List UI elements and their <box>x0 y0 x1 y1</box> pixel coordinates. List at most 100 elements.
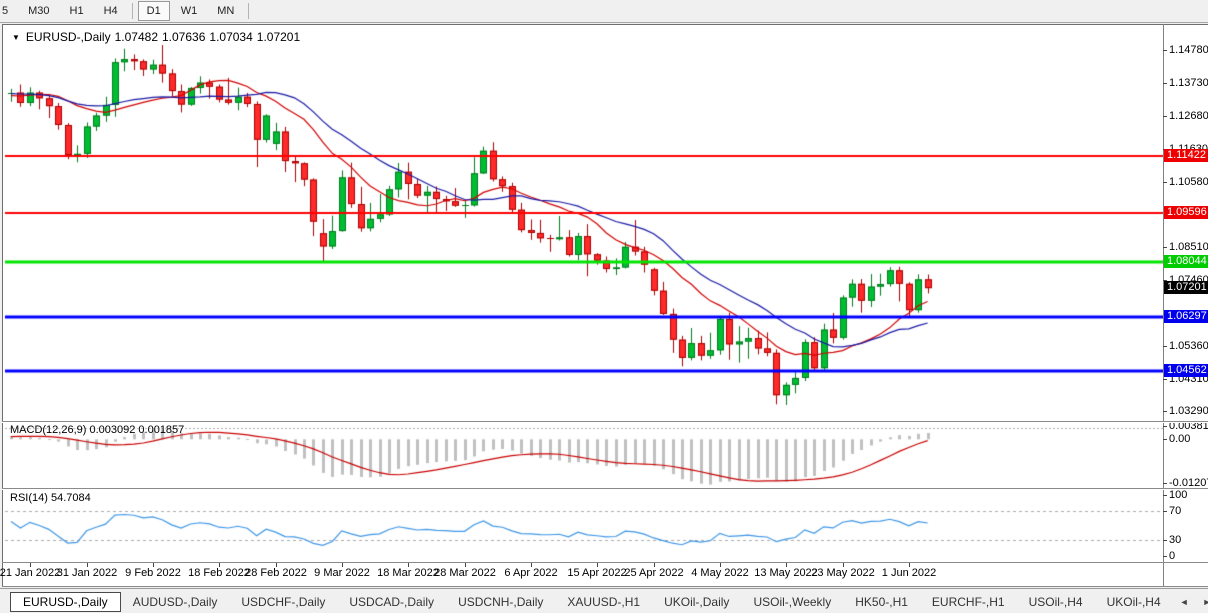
price-axis-tick <box>1163 379 1167 380</box>
price-axis-tick <box>1163 182 1167 183</box>
timeframe-toolbar: 5 M30 H1 H4 D1 W1 MN <box>0 0 1208 23</box>
symbol-tab-bar: EURUSD-,Daily AUDUSD-,Daily USDCHF-,Daily U… <box>0 588 1208 613</box>
chart-symbol-title: EURUSD-,Daily <box>25 30 111 44</box>
price-axis-separator <box>1163 24 1164 586</box>
date-axis-label: 23 May 2022 <box>811 567 875 579</box>
price-axis-label: 1.10580 <box>1169 176 1208 188</box>
toolbar-separator <box>131 3 133 19</box>
price-axis-label: 1.12680 <box>1169 110 1208 122</box>
date-axis-tick <box>654 563 655 567</box>
date-axis-label: 1 Jun 2022 <box>881 567 937 579</box>
date-axis-label: 21 Jan 2022 <box>0 567 61 579</box>
symbol-tab-eurchf[interactable]: EURCHF-,H1 <box>931 594 1005 609</box>
rsi-axis-label: 0 <box>1169 550 1176 562</box>
date-axis-label: 15 Apr 2022 <box>567 567 627 579</box>
timeframe-button-5[interactable]: 5 <box>2 5 9 17</box>
current-price-badge: 1.07201 <box>1164 281 1208 294</box>
date-axis-label: 13 May 2022 <box>754 567 818 579</box>
date-axis-label: 9 Feb 2022 <box>125 567 181 579</box>
symbol-tab-ukoil[interactable]: UKOil-,H4 <box>1106 594 1161 609</box>
date-axis-line <box>2 562 1208 563</box>
date-axis-label: 28 Mar 2022 <box>434 567 496 579</box>
level-price-badge: 1.11422 <box>1164 149 1208 162</box>
symbol-tab-eurusd[interactable]: EURUSD-,Daily <box>10 591 121 612</box>
date-axis-tick <box>276 563 277 567</box>
date-axis-label: 18 Feb 2022 <box>188 567 250 579</box>
date-axis-tick <box>30 563 31 567</box>
date-axis-tick <box>342 563 343 567</box>
pane-splitter-macd[interactable] <box>2 421 1208 423</box>
macd-indicator-label: MACD(12,26,9) 0.003092 0.001857 <box>10 424 185 436</box>
quote-low: 1.07034 <box>209 30 253 44</box>
level-price-badge: 1.04562 <box>1164 364 1208 377</box>
level-price-badge: 1.06297 <box>1164 310 1208 323</box>
timeframe-button-h1[interactable]: H1 <box>69 5 84 17</box>
symbol-tab-audusd[interactable]: AUDUSD-,Daily <box>132 594 218 609</box>
tab-scroll-left-icon[interactable]: ◄ <box>1179 596 1189 607</box>
symbol-tab-usdcnh[interactable]: USDCNH-,Daily <box>458 594 544 609</box>
price-axis-tick <box>1163 116 1167 117</box>
chart-title-bar: ▼ EURUSD-,Daily 1.07482 1.07636 1.07034 1.072… <box>12 30 304 44</box>
price-axis-tick <box>1163 439 1167 440</box>
price-axis-tick <box>1163 346 1167 347</box>
date-axis-tick <box>87 563 88 567</box>
date-axis-tick <box>219 563 220 567</box>
symbol-tab-xauusd[interactable]: XAUUSD-,H1 <box>567 594 641 609</box>
level-price-badge: 1.08044 <box>1164 255 1208 268</box>
date-axis-label: 28 Feb 2022 <box>245 567 307 579</box>
timeframe-button-h4[interactable]: H4 <box>103 5 118 17</box>
pane-splitter-rsi[interactable] <box>2 488 1208 490</box>
price-axis-tick <box>1163 495 1167 496</box>
price-axis-label: 1.13730 <box>1169 77 1208 89</box>
quote-close: 1.07201 <box>256 30 301 44</box>
symbol-tab-ukoil[interactable]: UKOil-,Daily <box>664 594 730 609</box>
window-bottom-border <box>2 586 1208 587</box>
price-axis-label: 1.14780 <box>1169 44 1208 56</box>
date-axis-label: 4 May 2022 <box>691 567 749 579</box>
macd-axis-label: 0.00 <box>1169 433 1191 445</box>
symbol-tab-usdchf[interactable]: USDCHF-,Daily <box>241 594 326 609</box>
price-axis-tick <box>1163 83 1167 84</box>
tab-scroll-right-icon[interactable]: ► <box>1202 596 1208 607</box>
rsi-axis-label: 30 <box>1169 534 1182 546</box>
toolbar-separator <box>248 3 250 19</box>
price-axis-label: 1.05360 <box>1169 340 1208 352</box>
macd-axis-label: 0.003814 <box>1169 420 1208 432</box>
date-axis-label: 31 Jan 2022 <box>56 567 118 579</box>
symbol-tab-hk50[interactable]: HK50-,H1 <box>855 594 908 609</box>
price-axis-tick <box>1163 50 1167 51</box>
quote-high: 1.07636 <box>162 30 206 44</box>
date-axis-tick <box>153 563 154 567</box>
date-axis-tick <box>843 563 844 567</box>
date-axis-label: 9 Mar 2022 <box>314 567 370 579</box>
date-axis-tick <box>786 563 787 567</box>
rsi-axis-label: 100 <box>1169 489 1188 501</box>
symbol-tab-usoil[interactable]: USOil-,H4 <box>1028 594 1083 609</box>
date-axis-tick <box>720 563 721 567</box>
price-axis-tick <box>1163 540 1167 541</box>
date-axis-label: 18 Mar 2022 <box>377 567 439 579</box>
rsi-indicator-label: RSI(14) 54.7084 <box>10 492 91 504</box>
date-axis-tick <box>531 563 532 567</box>
macd-axis-label: -0.012073 <box>1169 477 1208 489</box>
date-axis-tick <box>408 563 409 567</box>
price-axis-tick <box>1163 247 1167 248</box>
price-axis-tick <box>1163 280 1167 281</box>
price-axis-tick <box>1163 483 1167 484</box>
price-axis-tick <box>1163 556 1167 557</box>
price-axis-label: 1.08510 <box>1169 241 1208 253</box>
symbol-dropdown-icon[interactable]: ▼ <box>12 33 20 42</box>
timeframe-button-w1[interactable]: W1 <box>180 5 198 17</box>
price-chart-canvas[interactable] <box>4 26 1163 586</box>
timeframe-button-mn[interactable]: MN <box>217 5 235 17</box>
timeframe-button-d1[interactable]: D1 <box>137 1 170 21</box>
timeframe-button-m30[interactable]: M30 <box>28 5 50 17</box>
price-axis-tick <box>1163 411 1167 412</box>
date-axis-tick <box>597 563 598 567</box>
price-axis-label: 1.03290 <box>1169 405 1208 417</box>
symbol-tab-usdcad[interactable]: USDCAD-,Daily <box>349 594 435 609</box>
date-axis-label: 6 Apr 2022 <box>504 567 558 579</box>
level-price-badge: 1.09596 <box>1164 206 1208 219</box>
symbol-tab-usoil[interactable]: USOil-,Weekly <box>753 594 832 609</box>
